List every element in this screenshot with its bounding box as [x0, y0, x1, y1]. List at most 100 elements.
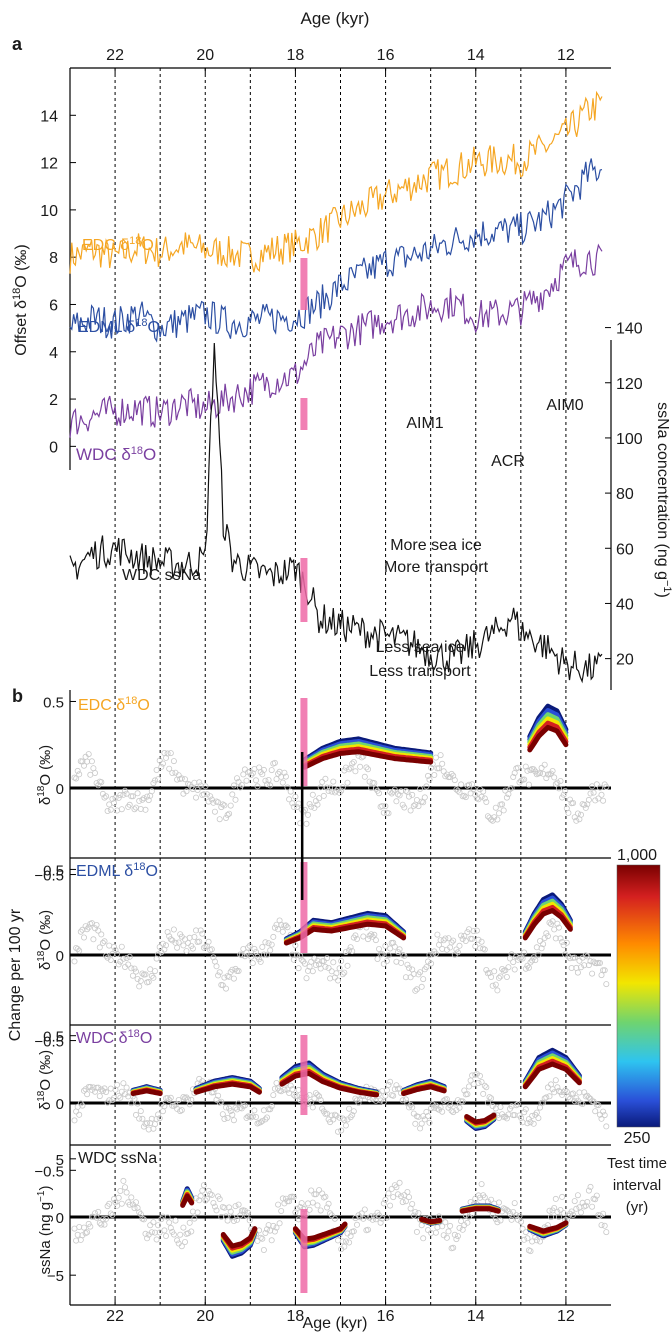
scatter-bg-point	[235, 778, 242, 785]
y-tick-label: 8	[49, 250, 58, 267]
scatter-bg-point	[522, 1106, 529, 1113]
scatter-bg-point	[232, 1203, 239, 1210]
scatter-bg-point	[96, 944, 103, 951]
scatter-bg-point	[151, 1229, 158, 1236]
scatter-bg-point	[257, 958, 264, 965]
y2-tick-label: 40	[616, 596, 634, 613]
scatter-bg-point	[180, 942, 187, 949]
scatter-bg-point	[554, 779, 561, 786]
scatter-bg-point	[350, 759, 357, 766]
top-tick-label: 18	[287, 47, 305, 64]
y-tick-label: 12	[40, 156, 58, 173]
scatter-bg-point	[514, 1216, 521, 1223]
scatter-bg-point	[161, 1103, 168, 1110]
scatter-bg-point	[445, 1228, 452, 1235]
scatter-bg-point	[158, 1101, 165, 1108]
scatter-bg-point	[525, 781, 532, 788]
scatter-bg-point	[95, 927, 102, 934]
scatter-bg-point	[186, 934, 193, 941]
scatter-bg-point	[538, 945, 545, 952]
series-label-ssna: WDC ssNa	[122, 567, 201, 584]
scatter-bg-point	[584, 953, 591, 960]
scatter-bg-point	[398, 959, 405, 966]
scatter-bg-point	[488, 974, 495, 981]
scatter-bg-point	[128, 1100, 135, 1107]
scatter-bg-point	[540, 1099, 547, 1106]
scatter-bg-point	[221, 1204, 228, 1211]
scatter-bg-point	[581, 1089, 588, 1096]
scatter-bg-point	[109, 795, 116, 802]
scatter-bg-point	[241, 1102, 248, 1109]
scatter-bg-point	[562, 788, 569, 795]
scatter-bg-point	[76, 1111, 83, 1118]
scatter-bg-point	[483, 967, 490, 974]
scatter-bg-point	[281, 769, 288, 776]
scatter-bg-point	[465, 1083, 472, 1090]
scatter-bg-point	[369, 933, 376, 940]
scatter-bg-point	[323, 784, 330, 791]
scatter-bg-point	[177, 1231, 184, 1238]
segment-2-1-layer-5	[193, 1081, 262, 1095]
scatter-bg-point	[597, 784, 604, 791]
scatter-bg-point	[349, 760, 356, 767]
scatter-bg-point	[227, 802, 234, 809]
scatter-bg-point	[73, 775, 80, 782]
scatter-bg-point	[358, 1210, 365, 1217]
top-axis-title: Age (kyr)	[301, 9, 370, 28]
scatter-bg-point	[248, 772, 255, 779]
scatter-bg-point	[434, 1224, 441, 1231]
scatter-bg-point	[559, 1193, 566, 1200]
scatter-bg-point	[349, 1112, 356, 1119]
scatter-bg-point	[533, 1109, 540, 1116]
scatter-bg-point	[412, 1120, 419, 1127]
bottom-tick-label: 14	[467, 1308, 485, 1325]
scatter-bg-point	[486, 1094, 493, 1101]
y-tick-label: 14	[40, 108, 58, 125]
scatter-bg-point	[263, 781, 270, 788]
scatter-bg-point	[328, 788, 335, 795]
bottom-tick-label: 22	[106, 1308, 124, 1325]
scatter-bg-point	[170, 926, 177, 933]
scatter-bg-point	[331, 789, 338, 796]
scatter-bg-point	[275, 926, 282, 933]
scatter-bg-point	[552, 781, 559, 788]
scatter-bg-point	[590, 789, 597, 796]
scatter-bg-point	[405, 1194, 412, 1201]
scatter-bg-point	[543, 775, 550, 782]
scatter-bg-point	[499, 966, 506, 973]
scatter-bg-point	[555, 924, 562, 931]
scatter-bg-point	[521, 1109, 528, 1116]
scatter-bg-point	[268, 767, 275, 774]
segment-0-1-layer-5	[527, 724, 569, 753]
scatter-bg-point	[95, 1208, 102, 1215]
scatter-bg-point	[279, 928, 286, 935]
scatter-bg-point	[385, 952, 392, 959]
scatter-bg-point	[93, 922, 100, 929]
scatter-bg-point	[585, 962, 592, 969]
y2-tick-label: 140	[616, 321, 643, 338]
scatter-bg-point	[81, 762, 88, 769]
scatter-bg-point	[573, 1205, 580, 1212]
panel-a-y-ticks: 0 2 4 6 8 10 12 14	[40, 108, 76, 456]
scatter-bg-point	[325, 965, 332, 972]
segment-2-2-layer-5	[279, 1070, 380, 1098]
scatter-bg-point	[259, 1118, 266, 1125]
scatter-bg-point	[601, 967, 608, 974]
scatter-bg-point	[600, 1210, 607, 1217]
scatter-bg-point	[284, 784, 291, 791]
top-tick-label: 16	[377, 47, 395, 64]
scatter-bg-point	[518, 777, 525, 784]
segment-3-3-layer-5	[419, 1216, 443, 1225]
scatter-bg-point	[562, 1087, 569, 1094]
scatter-bg-point	[99, 1216, 106, 1223]
scatter-bg-point	[278, 921, 285, 928]
scatter-bg-point	[413, 986, 420, 993]
scatter-bg-point	[447, 1222, 454, 1229]
panel-a-series	[69, 90, 603, 684]
scatter-bg-point	[122, 787, 129, 794]
scatter-bg-point	[364, 936, 371, 943]
scatter-bg-point	[476, 1072, 483, 1079]
scatter-bg-point	[263, 951, 270, 958]
scatter-bg-point	[603, 783, 610, 790]
